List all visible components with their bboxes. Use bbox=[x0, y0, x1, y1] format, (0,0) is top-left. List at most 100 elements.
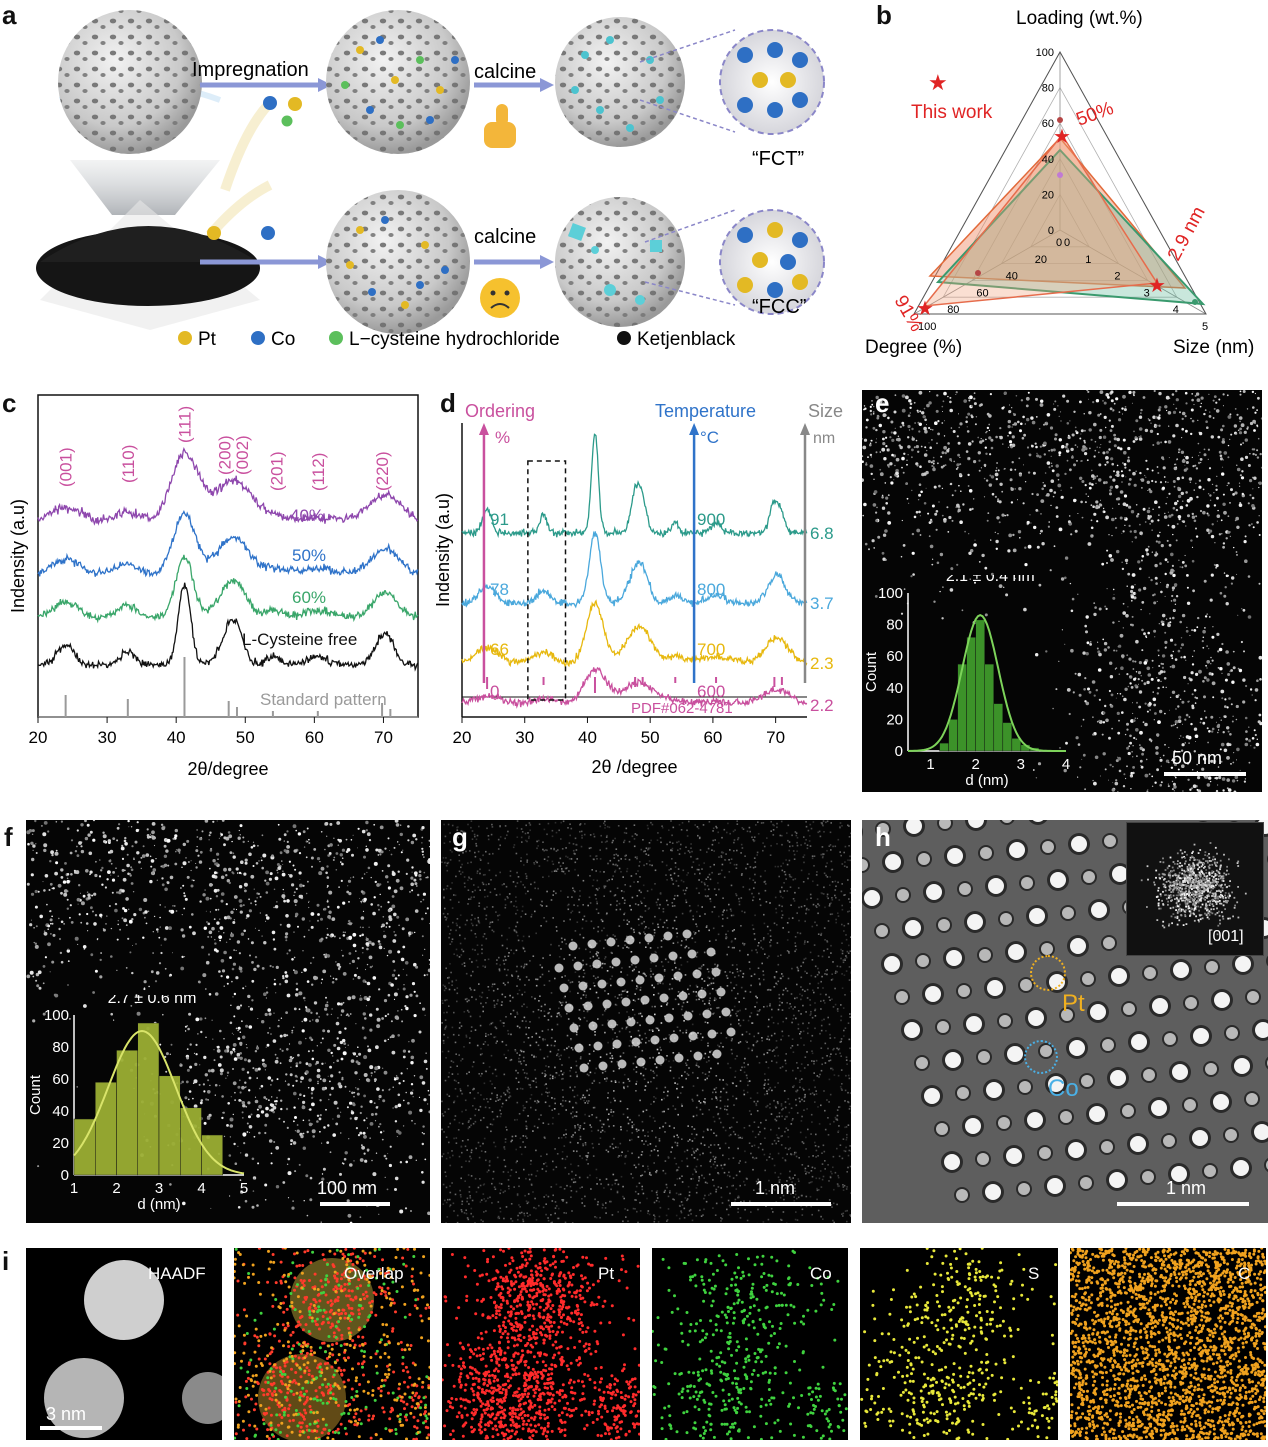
map-haadf bbox=[26, 1248, 222, 1440]
ordering-title: Ordering bbox=[465, 401, 535, 421]
atom-column bbox=[1032, 820, 1044, 822]
atom-column bbox=[1213, 1094, 1229, 1110]
atomic-column bbox=[602, 999, 612, 1009]
size-unit: nm bbox=[813, 430, 835, 447]
atomic-column bbox=[579, 1063, 589, 1073]
hist-y-label: Count bbox=[27, 1074, 44, 1115]
atom-column bbox=[916, 1057, 928, 1069]
radar-tick-loading: 100 bbox=[1036, 47, 1054, 59]
atom-column bbox=[985, 1184, 1001, 1200]
reference-label: PDF#062-4781 bbox=[631, 700, 733, 717]
atomic-column bbox=[683, 1011, 693, 1021]
temperature-unit: °C bbox=[700, 428, 719, 447]
atomic-column bbox=[606, 937, 616, 947]
hist-title: 2.1 ± 0.4 nm bbox=[946, 575, 1035, 585]
panel-i-scale-bar bbox=[40, 1426, 102, 1430]
radar-axis-line bbox=[913, 229, 1061, 315]
radar-grid-ring bbox=[1030, 193, 1090, 248]
hist-y-tick: 60 bbox=[52, 1071, 69, 1088]
hist-bar bbox=[116, 1049, 138, 1176]
hist-x-tick: 4 bbox=[1062, 756, 1070, 773]
panel-label-e: e bbox=[875, 388, 890, 418]
panel-e-scale-label: 50 nm bbox=[1172, 748, 1223, 768]
peak-label: (002) bbox=[233, 435, 252, 475]
hist-bar bbox=[201, 1134, 223, 1176]
x-tick-label: 60 bbox=[305, 728, 324, 747]
atom-column bbox=[958, 985, 970, 997]
atom-column bbox=[1225, 1129, 1237, 1141]
legend-cysteine: L−cysteine hydrochloride bbox=[349, 329, 560, 350]
panel-h-scale-label: 1 nm bbox=[1166, 1178, 1207, 1198]
atom-column bbox=[1083, 871, 1095, 883]
atom-column bbox=[1233, 1160, 1249, 1176]
panel-h-scale-bar bbox=[1117, 1202, 1249, 1206]
atomic-column bbox=[649, 953, 659, 963]
atomic-column bbox=[612, 1039, 622, 1049]
xrd-trace-1 bbox=[37, 510, 419, 578]
x-axis-label: 2θ /degree bbox=[591, 757, 677, 777]
x-tick-label: 40 bbox=[167, 728, 186, 747]
atomic-column bbox=[654, 973, 664, 983]
hist-fit-curve bbox=[73, 1029, 245, 1175]
map-label-co: Co bbox=[810, 1264, 832, 1283]
panel-b-radar: 0 20 40 60 80 100 0 20 40 60 80 100 0 1 2 3 4 5 Loading (… bbox=[865, 8, 1254, 358]
atom-column bbox=[1008, 944, 1024, 960]
thumbs-up-icon bbox=[484, 104, 516, 148]
hist-y-tick: 40 bbox=[52, 1103, 69, 1120]
star-size-icon: ★ bbox=[1148, 275, 1166, 297]
radar-tick-loading: 60 bbox=[1042, 118, 1054, 130]
radar-tick-loading: 20 bbox=[1042, 189, 1054, 201]
series-label-3: L-Cysteine free bbox=[242, 630, 357, 649]
hist-y-tick: 0 bbox=[61, 1167, 69, 1184]
atomic-column bbox=[625, 935, 635, 945]
panel-label-d: d bbox=[440, 388, 456, 418]
atom-column bbox=[896, 991, 908, 1003]
radar-axis-degree: Degree (%) bbox=[865, 337, 962, 358]
map-s bbox=[860, 1248, 1058, 1440]
radar-tick-size: 2 bbox=[1114, 271, 1120, 283]
hist-bar bbox=[95, 1081, 117, 1176]
atom-column bbox=[998, 1117, 1010, 1129]
atomic-column bbox=[650, 1035, 660, 1045]
atomic-column bbox=[598, 1061, 608, 1071]
panel-e-stem-image bbox=[862, 390, 1262, 792]
fcc-label: “FCC” bbox=[752, 296, 806, 318]
atomic-column bbox=[663, 931, 673, 941]
size-value: 2.3 bbox=[810, 654, 834, 673]
atom-column bbox=[945, 1052, 961, 1068]
impregnated-sphere-bottom bbox=[326, 190, 470, 334]
xrd-trace-2 bbox=[37, 554, 419, 624]
atom-column bbox=[864, 890, 880, 906]
atomic-column bbox=[621, 997, 631, 1007]
radar-tick-size: 3 bbox=[1144, 287, 1150, 299]
x-tick-label: 70 bbox=[766, 728, 785, 747]
atomic-column bbox=[587, 939, 597, 949]
atom-column bbox=[1164, 1033, 1176, 1045]
atomic-column bbox=[721, 1007, 731, 1017]
x-tick-label: 70 bbox=[374, 728, 393, 747]
hist-bar bbox=[1011, 738, 1022, 752]
temperature-value: 900 bbox=[697, 510, 725, 529]
star-loading-icon: ★ bbox=[1053, 126, 1071, 148]
hist-x-tick: 1 bbox=[926, 756, 934, 773]
atom-column bbox=[1091, 902, 1107, 918]
atom-column bbox=[1109, 1172, 1125, 1188]
atom-column bbox=[1041, 943, 1053, 955]
atom-column bbox=[957, 1087, 969, 1099]
map-label-overlap: Overlap bbox=[344, 1264, 404, 1283]
atom-column bbox=[1193, 1028, 1209, 1044]
radar-grid-ring bbox=[971, 122, 1149, 281]
atomic-column bbox=[702, 1009, 712, 1019]
atom-column bbox=[1254, 1124, 1268, 1140]
atom-column bbox=[1069, 1040, 1085, 1056]
atom-column bbox=[1103, 937, 1115, 949]
radar-tick-degree: 80 bbox=[947, 304, 959, 316]
atom-column bbox=[1021, 877, 1033, 889]
radar-tick-degree: 20 bbox=[1035, 254, 1047, 266]
panel-label-f: f bbox=[4, 822, 13, 852]
atomic-column bbox=[617, 1059, 627, 1069]
atomic-column bbox=[692, 969, 702, 979]
pt-marker-circle bbox=[1030, 955, 1066, 991]
atom-column bbox=[905, 920, 921, 936]
x-tick-label: 60 bbox=[703, 728, 722, 747]
